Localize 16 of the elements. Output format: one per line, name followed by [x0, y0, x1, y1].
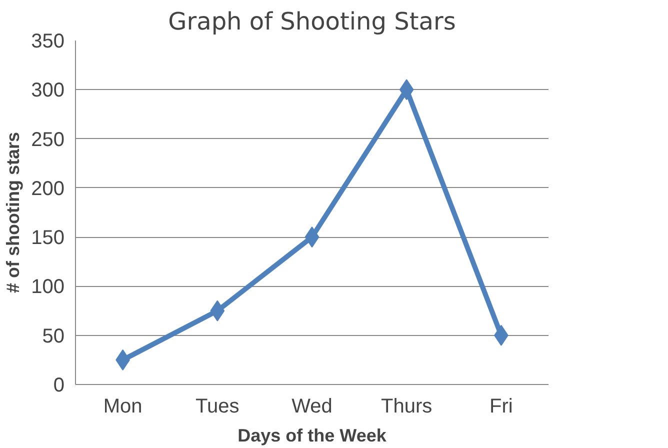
- y-tick-label: 250: [31, 128, 65, 151]
- y-axis-title: # of shooting stars: [3, 132, 24, 294]
- x-tick-label: Thurs: [381, 396, 432, 418]
- x-tick-label: Wed: [292, 396, 332, 418]
- x-tick-label: Mon: [103, 396, 142, 418]
- chart-title: Graph of Shooting Stars: [168, 8, 456, 36]
- x-tick-label: Fri: [490, 396, 513, 418]
- y-tick-label: 100: [31, 276, 65, 298]
- y-tick-label: 200: [31, 178, 65, 200]
- y-tick-label: 50: [42, 325, 65, 348]
- x-axis-title: Days of the Week: [238, 426, 388, 446]
- y-tick-label: 150: [31, 227, 65, 250]
- y-tick-label: 350: [31, 30, 65, 52]
- y-tick-label: 300: [31, 80, 65, 102]
- y-tick-label: 0: [53, 374, 64, 396]
- x-tick-label: Tues: [196, 396, 240, 418]
